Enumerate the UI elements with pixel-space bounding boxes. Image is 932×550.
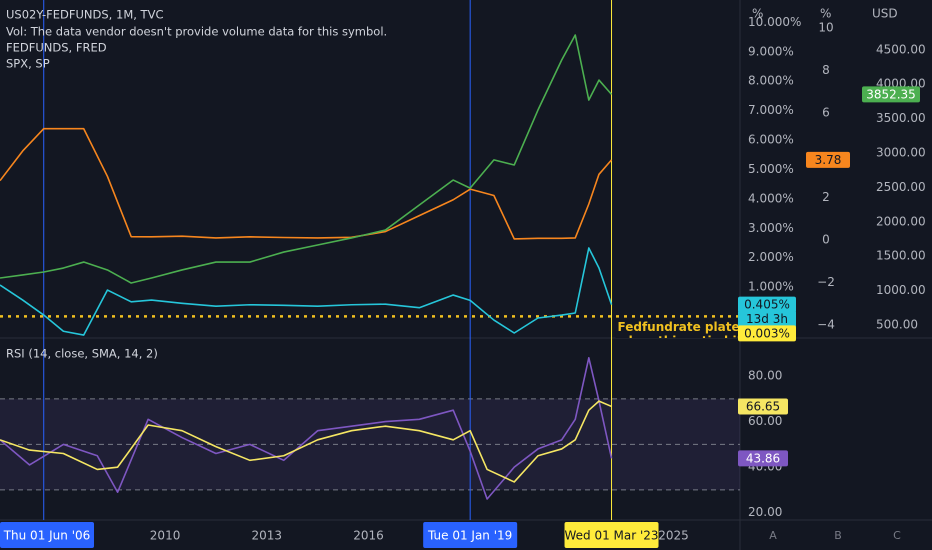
x-tick-label: 2010 <box>150 529 181 543</box>
y-tick-label: 1000.00 <box>876 283 926 297</box>
price-tag: 0.405% <box>744 298 790 312</box>
y-tick-label: 2000.00 <box>876 214 926 228</box>
price-tag-bg <box>738 296 796 313</box>
y-tick-label: 80.00 <box>748 369 782 383</box>
y-tick-label: 1.000% <box>748 280 794 294</box>
legend-entry: SPX, SP <box>6 57 50 71</box>
y-tick-label: 2 <box>822 190 830 204</box>
x-tick-label: 2016 <box>353 529 384 543</box>
price-tag-bg <box>806 151 850 168</box>
y-tick-label: −2 <box>817 275 835 289</box>
price-tag: 43.86 <box>746 451 780 465</box>
y-tick-label: 8.000% <box>748 74 794 88</box>
marker-label-bg <box>0 522 94 548</box>
series-line <box>0 357 613 500</box>
y-tick-label: 0 <box>822 233 830 247</box>
price-tag: 66.65 <box>746 399 780 413</box>
x-tick-label: 2013 <box>252 529 283 543</box>
legend-note: Vol: The data vendor doesn't provide vol… <box>6 25 387 39</box>
y-tick-label: 10 <box>818 20 833 34</box>
y-tick-label: 3.000% <box>748 221 794 235</box>
y-tick-label: 3500.00 <box>876 111 926 125</box>
y-tick-label: 3000.00 <box>876 146 926 160</box>
y-tick-label: −4 <box>817 317 835 331</box>
price-tag-bg <box>738 398 788 415</box>
marker-label: Tue 01 Jan '19 <box>427 529 512 543</box>
series-line <box>0 34 613 284</box>
annotation-bg <box>615 319 740 338</box>
scale-button[interactable]: B <box>834 529 842 542</box>
time-axis: 2010 2013 2016 2025 Thu 01 Jun '06 Tue 01 Jan… <box>0 522 689 548</box>
series-line <box>0 247 613 336</box>
y-tick-label: 5.000% <box>748 162 794 176</box>
y-tick-label: 10.000% <box>748 15 801 29</box>
marker-label-bg <box>564 522 659 548</box>
scale-button[interactable]: C <box>893 529 901 542</box>
level-tag-bg <box>738 325 796 342</box>
annotation: Fedfundrate plateau <box>618 320 757 334</box>
marker-label: Thu 01 Jun '06 <box>3 529 91 543</box>
y-tick-label: 60.00 <box>748 414 782 428</box>
y-tick-label: 500.00 <box>876 317 918 331</box>
y-tick-label: 6 <box>822 105 830 119</box>
axis-label: % <box>820 7 831 21</box>
y-tick-label: 2500.00 <box>876 180 926 194</box>
level-tag: 0.003% <box>744 326 790 340</box>
axis-label: % <box>752 7 763 21</box>
y-tick-label: 6.000% <box>748 133 794 147</box>
y-tick-label: 8 <box>822 63 830 77</box>
price-tag-bg <box>862 86 920 103</box>
y-tick-label: 2.000% <box>748 250 794 264</box>
y-tick-label: 4.000% <box>748 191 794 205</box>
legend-entry: FEDFUNDS, FRED <box>6 41 107 55</box>
scale-button[interactable]: A <box>769 529 777 542</box>
series-line <box>0 127 613 240</box>
y-tick-label: 1500.00 <box>876 249 926 263</box>
price-tag: 3852.35 <box>866 87 916 101</box>
series-line <box>0 400 612 483</box>
axis-label: USD <box>872 7 898 21</box>
price-tag: 3.78 <box>815 153 842 167</box>
legend-entry: RSI (14, close, SMA, 14, 2) <box>6 347 158 361</box>
countdown-bg <box>738 311 796 327</box>
price-tag-bg <box>738 450 788 467</box>
y-tick-label: 20.00 <box>748 505 782 519</box>
y-tick-label: 4500.00 <box>876 42 926 56</box>
x-tick-label: 2025 <box>658 529 689 543</box>
annotation: when this ratio hits 0 <box>618 334 763 348</box>
marker-label: Wed 01 Mar '23 <box>564 529 658 543</box>
y-tick-label: 9.000% <box>748 44 794 58</box>
countdown: 13d 3h <box>746 312 788 326</box>
legend-entry: US02Y-FEDFUNDS, 1M, TVC <box>6 8 163 22</box>
marker-label-bg <box>423 522 518 548</box>
y-tick-label: 7.000% <box>748 103 794 117</box>
